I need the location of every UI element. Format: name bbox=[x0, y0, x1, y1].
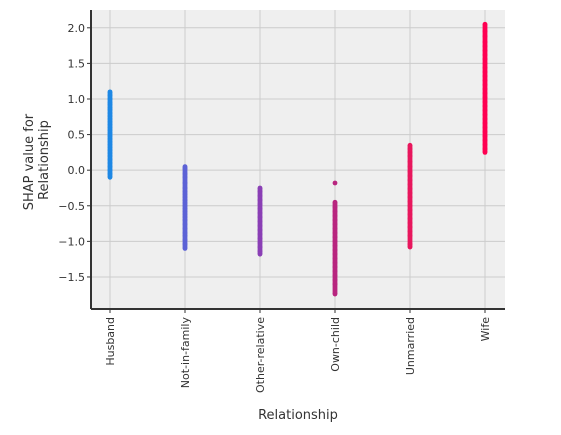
x-tick-label: Own-child bbox=[329, 317, 342, 372]
y-tick-label: 0.0 bbox=[68, 164, 86, 177]
data-point bbox=[107, 89, 113, 95]
y-tick-label: 1.5 bbox=[68, 57, 86, 70]
data-point bbox=[407, 142, 413, 148]
x-tick-label: Wife bbox=[479, 317, 492, 342]
y-tick-labels: 2.0 1.5 1.0 0.5 0.0 −0.5 −1.0 −1.5 bbox=[58, 22, 91, 284]
x-tick-label: Not-in-family bbox=[179, 317, 192, 389]
axes bbox=[90, 10, 505, 310]
y-tick-label: 0.5 bbox=[68, 129, 86, 142]
y-tick-label: 2.0 bbox=[68, 22, 86, 35]
data-point bbox=[332, 199, 338, 205]
y-tick-label: 1.0 bbox=[68, 93, 86, 106]
x-tick-label: Unmarried bbox=[404, 317, 417, 375]
x-tick-label: Other-relative bbox=[254, 317, 267, 393]
y-axis-title: SHAP value for Relationship bbox=[22, 110, 52, 211]
y-axis-title-line-2: Relationship bbox=[37, 120, 52, 200]
data-point bbox=[332, 180, 338, 186]
y-axis-title-line-1: SHAP value for bbox=[22, 113, 37, 210]
data-points bbox=[107, 21, 488, 297]
data-point bbox=[482, 21, 488, 27]
y-tick-label: −1.5 bbox=[58, 271, 85, 284]
x-tick-labels: Husband Not-in-family Other-relative Own-ch… bbox=[104, 309, 492, 393]
data-point bbox=[257, 185, 263, 191]
x-axis-title: Relationship bbox=[258, 408, 338, 423]
x-tick-label: Husband bbox=[104, 317, 117, 366]
y-tick-label: −1.0 bbox=[58, 235, 85, 248]
plot-background bbox=[91, 10, 505, 309]
y-tick-label: −0.5 bbox=[58, 200, 85, 213]
data-point bbox=[182, 164, 188, 170]
